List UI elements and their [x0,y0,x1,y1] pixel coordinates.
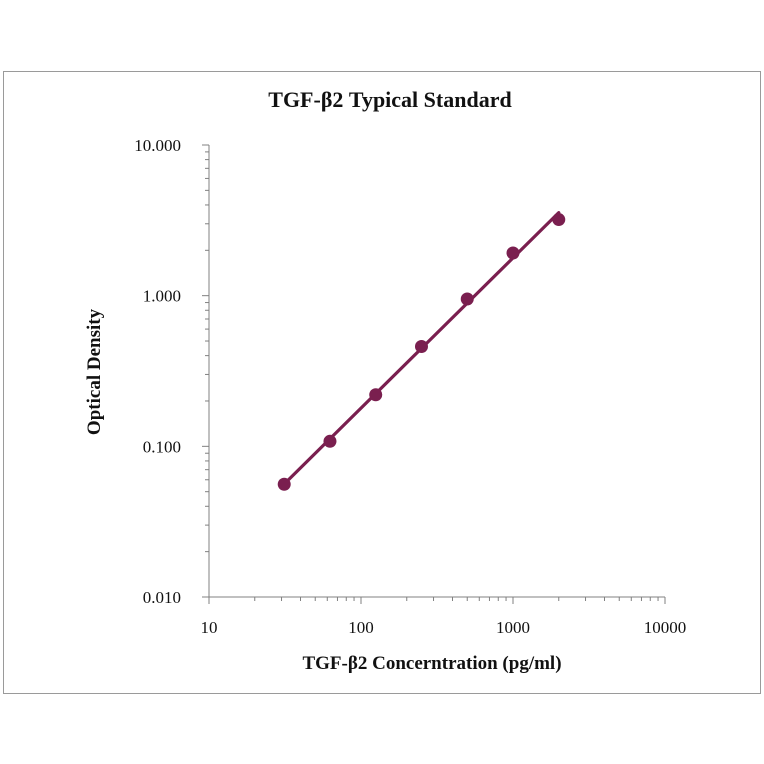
data-point [414,339,428,353]
data-point [323,434,337,448]
chart-frame [3,71,761,694]
y-tick-label: 10.000 [134,136,181,155]
data-point [460,292,474,306]
y-axis-label: Optical Density [84,308,105,435]
series-group [277,211,566,491]
y-tick-label: 1.000 [143,287,181,306]
y-tick-label: 0.010 [143,588,181,607]
data-point [552,213,566,227]
x-tick-label: 1000 [496,618,530,637]
chart-title: TGF-β2 Typical Standard [268,87,511,112]
axis-ticks [202,144,666,604]
x-tick-label: 10000 [644,618,687,637]
x-tick-label: 10 [201,618,218,637]
x-axis-label: TGF-β2 Concerntration (pg/ml) [302,653,561,674]
y-tick-label: 0.100 [143,437,181,456]
tick-labels: 10 100 1000 10000 0.010 0.100 1.000 10.000 [134,136,686,637]
data-point [277,477,291,491]
data-point [369,388,383,402]
data-point [506,246,520,260]
x-tick-label: 100 [348,618,374,637]
